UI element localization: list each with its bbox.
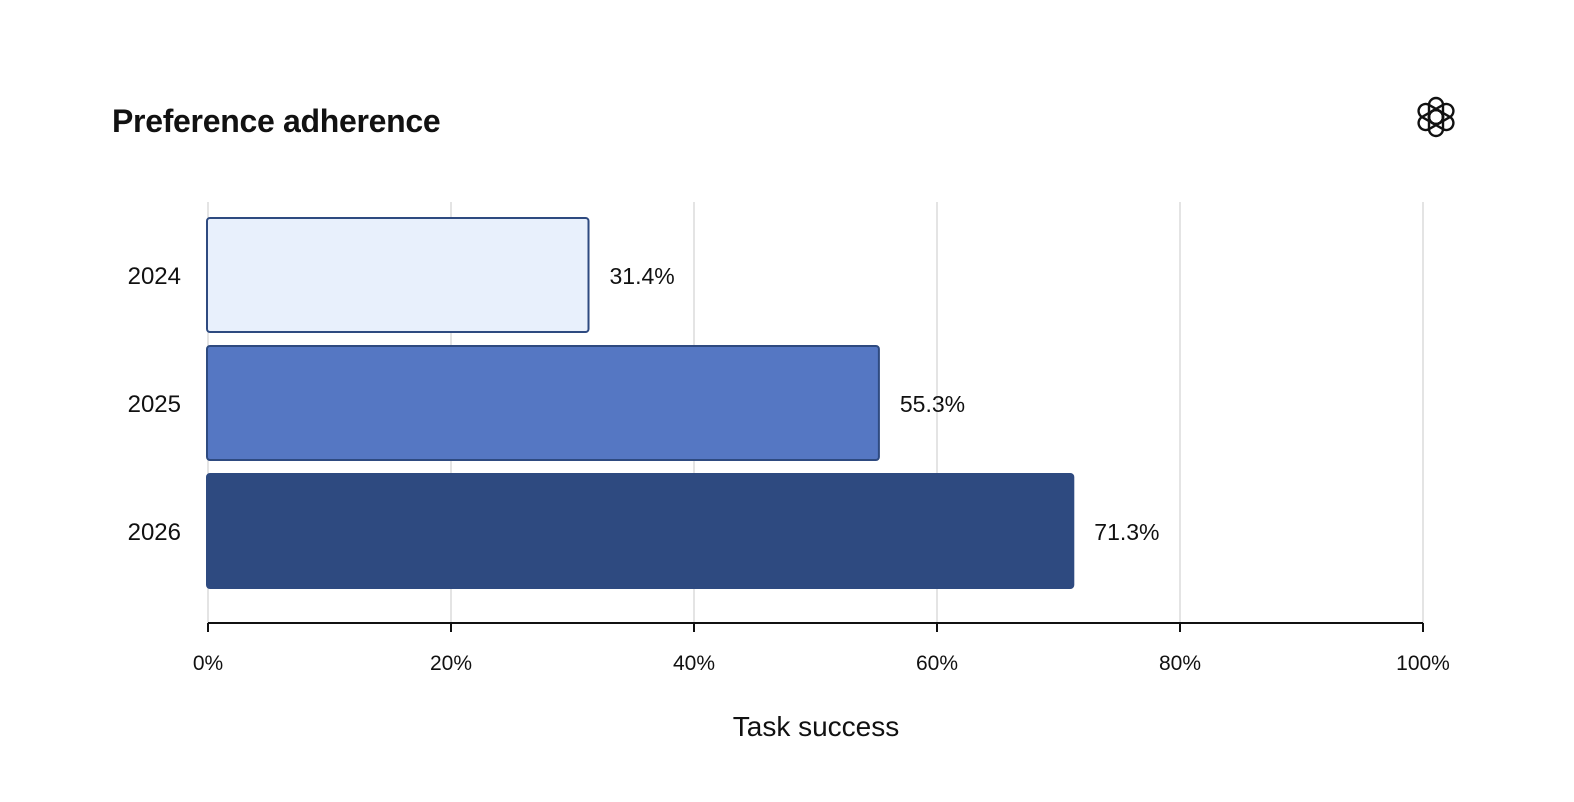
chart-title: Preference adherence [112,103,441,139]
x-tick-label: 0% [193,652,223,675]
category-label: 2026 [128,519,181,546]
bars: 2024 31.4% 2025 55.3% 2026 71.3% [128,217,1160,589]
value-label: 31.4% [610,263,675,289]
x-tick-label: 100% [1396,652,1450,675]
x-axis: 0% 20% 40% 60% 80% 100% [193,622,1450,675]
openai-logo-icon [1417,96,1455,138]
value-label: 71.3% [1094,519,1159,545]
x-tick-label: 40% [673,652,715,675]
x-tick-label: 60% [916,652,958,675]
bar-2024 [206,217,590,333]
bar-2025 [206,345,880,461]
x-tick-label: 80% [1159,652,1201,675]
value-label: 55.3% [900,391,965,417]
category-label: 2024 [128,263,181,290]
x-axis-title: Task success [733,711,900,742]
bar-2026 [206,473,1075,589]
category-label: 2025 [128,391,181,418]
x-tick-label: 20% [430,652,472,675]
